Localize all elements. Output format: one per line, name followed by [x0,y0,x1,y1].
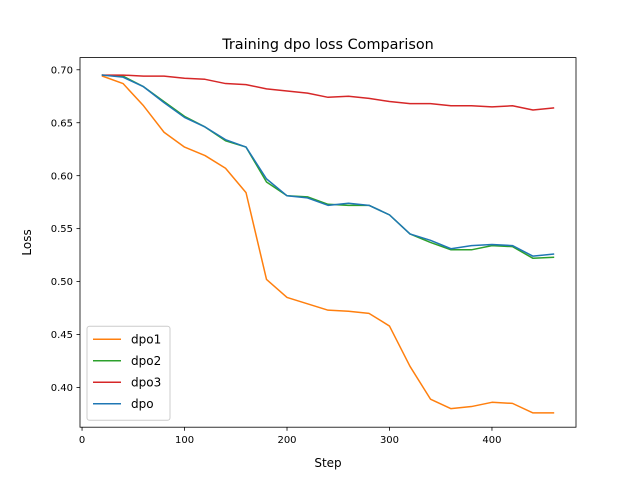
y-tick-label: 0.55 [51,224,73,235]
x-tick-label: 0 [79,435,85,446]
x-tick-label: 200 [277,435,296,446]
series-line-dpo3 [101,74,555,111]
series-line-dpo2 [101,74,555,260]
series-line-dpo [101,74,555,257]
legend-box [86,325,171,421]
legend-label-dpo1: dpo1 [131,332,161,346]
series-layer [101,74,555,414]
y-tick-label: 0.70 [51,65,73,76]
y-tick-label: 0.50 [51,277,73,288]
x-axis-label: Step [314,456,341,470]
legend: dpo1 dpo2 dpo3 dpo [86,325,171,421]
legend-label-dpo2: dpo2 [131,354,161,368]
y-tick-label: 0.40 [51,383,73,394]
y-tick-label: 0.60 [51,171,73,182]
y-axis-ticks: 0.40 0.45 0.50 0.55 0.60 0.65 0.70 [51,65,80,394]
x-tick-label: 400 [482,435,501,446]
y-tick-label: 0.65 [51,118,73,129]
x-tick-label: 300 [380,435,399,446]
x-tick-label: 100 [175,435,194,446]
series-line-dpo1 [101,75,555,414]
chart-title: Training dpo loss Comparison [221,37,434,53]
y-axis-label: Loss [20,229,34,255]
y-tick-label: 0.45 [51,330,73,341]
axes-layer [79,57,577,428]
plot-frame [79,57,577,428]
legend-label-dpo3: dpo3 [131,375,161,389]
x-axis-ticks: 0 100 200 300 400 [79,427,502,446]
legend-label-dpo: dpo [131,397,154,411]
